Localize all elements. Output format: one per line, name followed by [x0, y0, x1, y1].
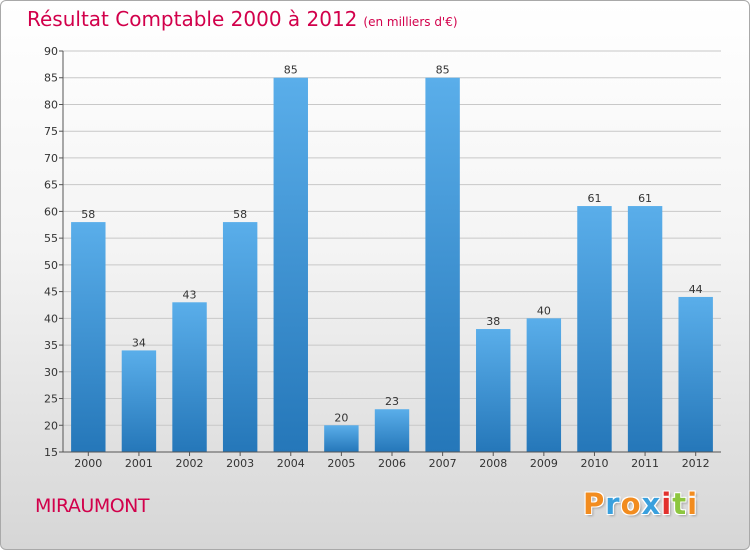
y-tick-label: 80: [44, 98, 58, 111]
y-tick-label: 45: [44, 286, 58, 299]
chart-subtitle: (en milliers d'€): [363, 15, 458, 29]
value-label-2010: 61: [587, 192, 601, 205]
x-tick-label-2011: 2011: [631, 457, 659, 470]
bar-2003: [222, 222, 258, 452]
bar-2001: [121, 350, 157, 452]
y-tick-label: 40: [44, 312, 58, 325]
x-tick-label-2006: 2006: [378, 457, 406, 470]
value-label-2000: 58: [81, 208, 95, 221]
logo-letter: r: [605, 487, 621, 521]
y-tick-label: 15: [44, 446, 58, 459]
x-tick-label-2000: 2000: [74, 457, 102, 470]
logo-letter: o: [620, 487, 642, 521]
x-tick-label-2004: 2004: [277, 457, 305, 470]
x-tick-label-2008: 2008: [479, 457, 507, 470]
bar-2008: [476, 329, 511, 452]
y-tick-label: 50: [44, 259, 58, 272]
value-label-2004: 85: [284, 64, 298, 77]
bar-2006: [374, 409, 410, 452]
value-label-2009: 40: [537, 304, 551, 317]
x-axis: 2000 2001 2002 2003 2004 2005 2006 2007 2008 2009…: [63, 451, 721, 470]
y-tick-label: 90: [44, 45, 58, 58]
value-label-2001: 34: [132, 336, 146, 349]
logo-letter: x: [641, 487, 662, 521]
bar-2004: [273, 77, 308, 452]
x-tick-label-2001: 2001: [125, 457, 153, 470]
value-label-2003: 58: [233, 208, 247, 221]
y-tick-label: 30: [44, 366, 58, 379]
bar-2010: [577, 206, 612, 452]
value-label-2011: 61: [638, 192, 652, 205]
x-tick-label-2009: 2009: [530, 457, 558, 470]
value-label-2006: 23: [385, 395, 399, 408]
value-label-2012: 44: [689, 283, 703, 296]
value-label-2008: 38: [486, 315, 500, 328]
x-tick-label-2012: 2012: [682, 457, 710, 470]
y-axis: 15 20 25 30 35 40 45 50 55 60 65 70 75 80 85 90: [44, 45, 64, 459]
logo-letter: t: [672, 487, 688, 521]
y-tick-label: 60: [44, 205, 58, 218]
value-label-2002: 43: [183, 288, 197, 301]
bar-2002: [172, 302, 207, 452]
y-tick-label: 85: [44, 72, 58, 85]
y-tick-label: 25: [44, 393, 58, 406]
x-tick-label-2003: 2003: [226, 457, 254, 470]
logo-letter: P: [583, 487, 606, 521]
bar-2007: [425, 77, 460, 452]
x-tick-label-2005: 2005: [327, 457, 355, 470]
value-label-2005: 20: [334, 411, 348, 424]
y-tick-label: 75: [44, 125, 58, 138]
location-name: MIRAUMONT: [35, 495, 150, 517]
y-tick-label: 35: [44, 339, 58, 352]
bar-2012: [678, 296, 713, 452]
chart-title-text: Résultat Comptable 2000 à 2012: [27, 7, 358, 31]
bars: 58 34 43 58 85 20 23 85 38 40 61 61 44: [71, 64, 713, 452]
value-label-2007: 85: [436, 64, 450, 77]
chart-title: Résultat Comptable 2000 à 2012 (en millie…: [27, 7, 458, 31]
bar-2005: [324, 425, 359, 452]
bar-2000: [71, 222, 106, 452]
y-tick-label: 65: [44, 179, 58, 192]
proxiti-logo: Proxiti: [583, 487, 698, 521]
logo-letter: i: [661, 487, 673, 521]
grid-lines: [63, 50, 721, 453]
x-tick-label-2007: 2007: [429, 457, 457, 470]
x-tick-label-2002: 2002: [176, 457, 204, 470]
y-tick-label: 55: [44, 232, 58, 245]
bar-2009: [526, 318, 562, 452]
y-tick-label: 70: [44, 152, 58, 165]
y-tick-label: 20: [44, 419, 58, 432]
bar-2011: [627, 206, 663, 452]
logo-letter: i: [687, 487, 699, 521]
x-tick-label-2010: 2010: [580, 457, 608, 470]
